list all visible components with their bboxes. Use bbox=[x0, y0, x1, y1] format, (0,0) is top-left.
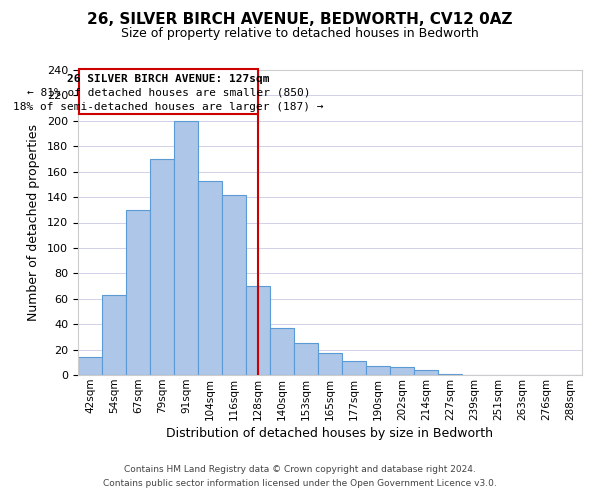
Bar bbox=[414, 370, 438, 375]
Text: 26, SILVER BIRCH AVENUE, BEDWORTH, CV12 0AZ: 26, SILVER BIRCH AVENUE, BEDWORTH, CV12 … bbox=[87, 12, 513, 28]
Bar bbox=[126, 210, 150, 375]
Y-axis label: Number of detached properties: Number of detached properties bbox=[27, 124, 40, 321]
Text: 18% of semi-detached houses are larger (187) →: 18% of semi-detached houses are larger (… bbox=[13, 102, 323, 112]
Bar bbox=[366, 366, 390, 375]
Text: 26 SILVER BIRCH AVENUE: 127sqm: 26 SILVER BIRCH AVENUE: 127sqm bbox=[67, 74, 269, 84]
Bar bbox=[438, 374, 462, 375]
Bar bbox=[174, 121, 198, 375]
Bar bbox=[78, 357, 102, 375]
X-axis label: Distribution of detached houses by size in Bedworth: Distribution of detached houses by size … bbox=[167, 427, 493, 440]
Bar bbox=[270, 328, 294, 375]
Text: ← 81% of detached houses are smaller (850): ← 81% of detached houses are smaller (85… bbox=[26, 88, 310, 98]
Bar bbox=[294, 343, 318, 375]
Bar bbox=[390, 368, 414, 375]
Text: Contains HM Land Registry data © Crown copyright and database right 2024.
Contai: Contains HM Land Registry data © Crown c… bbox=[103, 466, 497, 487]
Bar bbox=[222, 194, 246, 375]
Bar bbox=[150, 159, 174, 375]
Bar bbox=[246, 286, 270, 375]
Bar bbox=[198, 180, 222, 375]
Bar bbox=[318, 354, 342, 375]
Bar bbox=[342, 361, 366, 375]
Text: Size of property relative to detached houses in Bedworth: Size of property relative to detached ho… bbox=[121, 28, 479, 40]
Bar bbox=[102, 295, 126, 375]
FancyBboxPatch shape bbox=[79, 68, 257, 114]
